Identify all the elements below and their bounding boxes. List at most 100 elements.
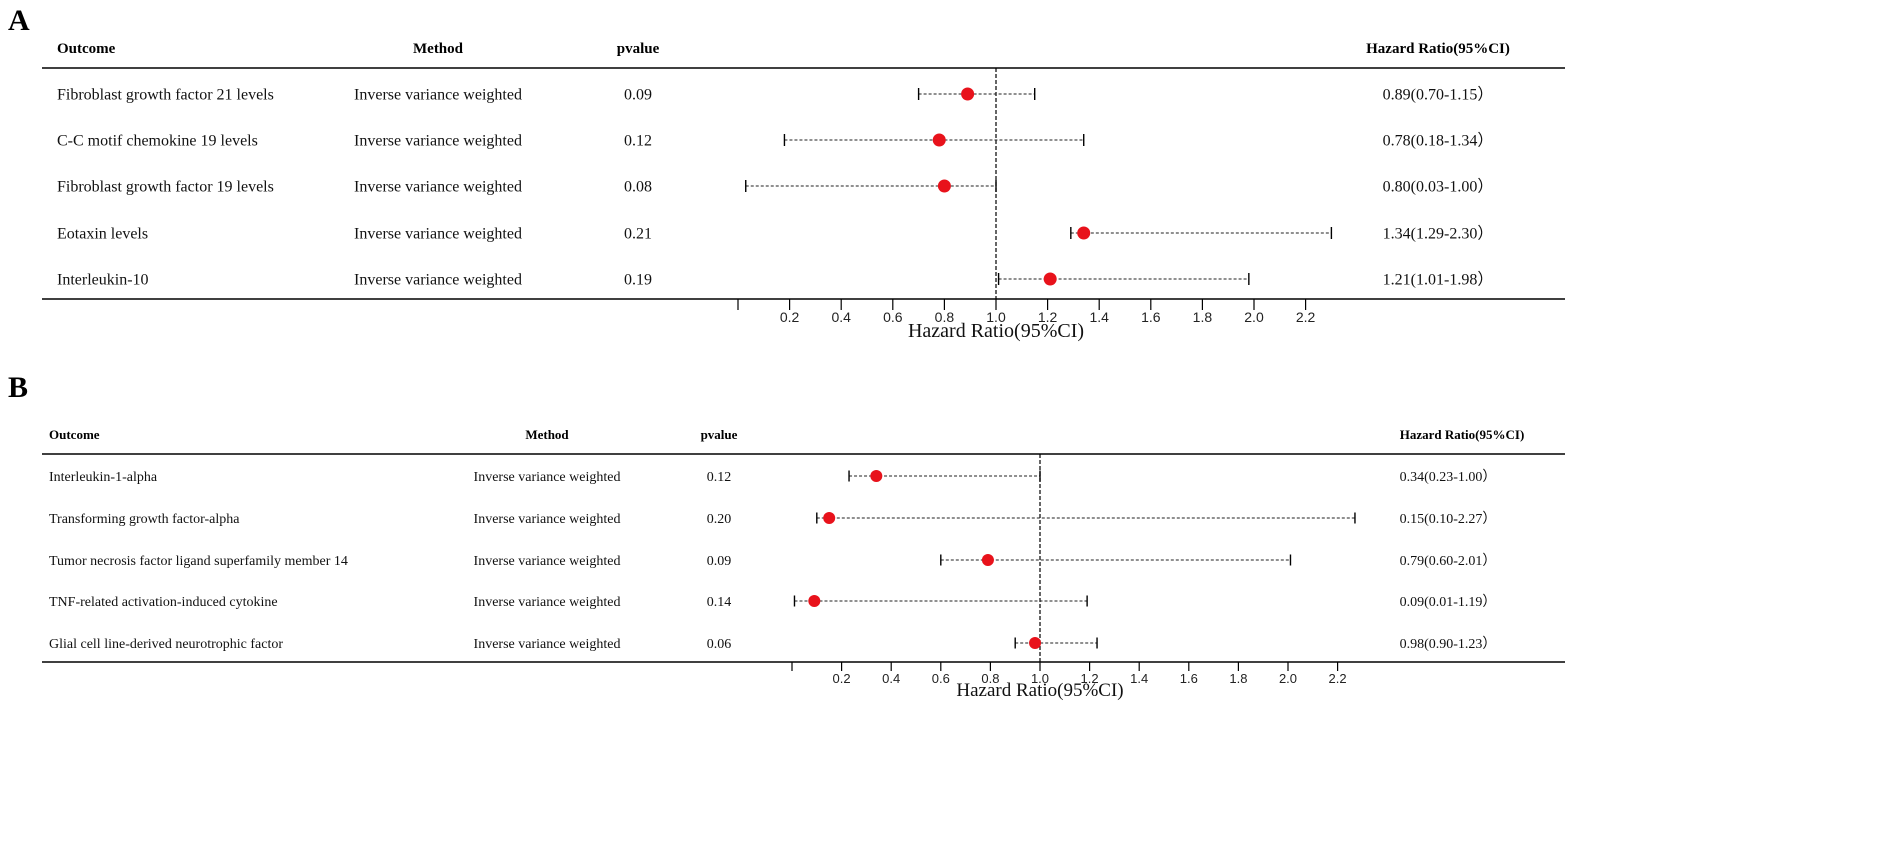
outcome-label: C-C motif chemokine 19 levels [57,133,258,150]
header-outcome: Outcome [49,427,100,442]
header-method: Method [413,41,464,57]
x-tick-label: 1.8 [1193,309,1213,325]
header-method: Method [525,427,569,442]
point-estimate [1043,272,1057,286]
x-tick-label: 2.2 [1329,671,1347,686]
outcome-label: Transforming growth factor-alpha [49,512,240,527]
point-estimate [1029,637,1042,649]
header-hazard-ratio: Hazard Ratio(95%CI) [1400,427,1525,442]
method-label: Inverse variance weighted [354,179,522,196]
x-tick-label: 1.6 [1180,671,1198,686]
method-label: Inverse variance weighted [474,637,621,652]
method-label: Inverse variance weighted [354,272,522,289]
pvalue-label: 0.12 [707,470,732,485]
pvalue-label: 0.21 [624,226,652,243]
table-row: Transforming growth factor-alpha Inverse … [49,511,1496,527]
hazard-ratio-label: 1.34(1.29-2.30） [1383,225,1494,243]
pvalue-label: 0.12 [624,133,652,150]
x-tick-label: 1.4 [1130,671,1148,686]
outcome-label: Tumor necrosis factor ligand superfamily… [49,554,348,569]
x-axis: 0.2 0.4 0.6 0.8 1.0 1.2 1.4 1.6 1.8 2.0 2.2 Hazard … [791,662,1347,701]
pvalue-label: 0.08 [624,179,652,196]
pvalue-label: 0.14 [707,595,732,610]
point-estimate [932,133,946,147]
point-estimate [823,512,836,524]
method-label: Inverse variance weighted [474,595,621,610]
table-row: Interleukin-10 Inverse variance weighted 0… [57,271,1493,289]
point-estimate [961,87,975,101]
x-tick-label: 2.0 [1279,671,1297,686]
table-row: Eotaxin levels Inverse variance weighted 0… [57,225,1493,243]
header-pvalue: pvalue [617,41,660,57]
method-label: Inverse variance weighted [354,87,522,104]
x-tick-label: 1.0 [986,309,1006,325]
pvalue-label: 0.20 [707,512,732,527]
outcome-label: Fibroblast growth factor 21 levels [57,87,274,104]
hazard-ratio-label: 1.21(1.01-1.98） [1383,271,1494,289]
x-tick-label: 0.2 [780,309,800,325]
hazard-ratio-label: 0.89(0.70-1.15） [1383,86,1494,104]
x-axis: 0.2 0.4 0.6 0.8 1.0 1.2 1.4 1.6 1.8 2.0 2.2 Hazard … [737,299,1316,342]
hazard-ratio-label: 0.98(0.90-1.23） [1400,636,1497,652]
table-row: Fibroblast growth factor 21 levels Invers… [57,86,1493,104]
method-label: Inverse variance weighted [474,512,621,527]
outcome-label: Eotaxin levels [57,226,148,243]
header-row: Outcome Method pvalue Hazard Ratio(95%CI) [49,427,1524,442]
table-row: Fibroblast growth factor 19 levels Invers… [57,178,1493,196]
x-tick-label: 0.6 [932,671,950,686]
table-row: C-C motif chemokine 19 levels Inverse var… [57,132,1493,150]
x-axis-title: Hazard Ratio(95%CI) [956,680,1123,701]
hazard-ratio-label: 0.34(0.23-1.00） [1400,469,1497,485]
point-estimate [1077,226,1091,240]
table-row: Glial cell line-derived neurotrophic fac… [49,636,1496,652]
header-outcome: Outcome [57,41,116,57]
point-estimate [870,470,883,482]
outcome-label: TNF-related activation-induced cytokine [49,595,278,610]
hazard-ratio-label: 0.79(0.60-2.01） [1400,553,1497,569]
x-tick-label: 0.6 [883,309,903,325]
pvalue-label: 0.19 [624,272,652,289]
outcome-label: Interleukin-10 [57,272,149,289]
x-tick-label: 2.2 [1296,309,1316,325]
method-label: Inverse variance weighted [354,133,522,150]
point-estimate [808,595,821,607]
header-row: Outcome Method pvalue Hazard Ratio(95%CI) [57,41,1510,57]
panel-label: A [8,4,30,37]
hazard-ratio-label: 0.78(0.18-1.34） [1383,132,1494,150]
pvalue-label: 0.09 [707,554,732,569]
x-tick-label: 0.4 [882,671,900,686]
outcome-label: Fibroblast growth factor 19 levels [57,179,274,196]
x-axis-title: Hazard Ratio(95%CI) [908,320,1084,342]
x-tick-label: 1.2 [1081,671,1099,686]
header-pvalue: pvalue [701,427,738,442]
hazard-ratio-label: 0.80(0.03-1.00） [1383,178,1494,196]
x-tick-label: 1.8 [1229,671,1247,686]
x-tick-label: 0.8 [935,309,955,325]
x-tick-label: 1.6 [1141,309,1161,325]
x-tick-label: 0.4 [831,309,851,325]
hazard-ratio-label: 0.09(0.01-1.19） [1400,594,1497,610]
x-tick-label: 0.8 [981,671,999,686]
pvalue-label: 0.09 [624,87,652,104]
x-tick-label: 1.2 [1038,309,1058,325]
x-tick-label: 2.0 [1244,309,1264,325]
x-tick-label: 1.0 [1031,671,1049,686]
point-estimate [937,179,951,193]
x-tick-label: 0.2 [833,671,851,686]
method-label: Inverse variance weighted [474,470,621,485]
method-label: Inverse variance weighted [354,226,522,243]
point-estimate [981,554,994,566]
outcome-label: Interleukin-1-alpha [49,470,158,485]
table-row: Interleukin-1-alpha Inverse variance weig… [49,469,1496,485]
panel-label: B [8,371,28,404]
outcome-label: Glial cell line-derived neurotrophic fac… [49,637,283,652]
table-row: TNF-related activation-induced cytokine I… [49,594,1496,610]
table-row: Tumor necrosis factor ligand superfamily… [49,553,1496,569]
x-tick-label: 1.4 [1089,309,1109,325]
header-hazard-ratio: Hazard Ratio(95%CI) [1366,41,1510,57]
pvalue-label: 0.06 [707,637,732,652]
method-label: Inverse variance weighted [474,554,621,569]
